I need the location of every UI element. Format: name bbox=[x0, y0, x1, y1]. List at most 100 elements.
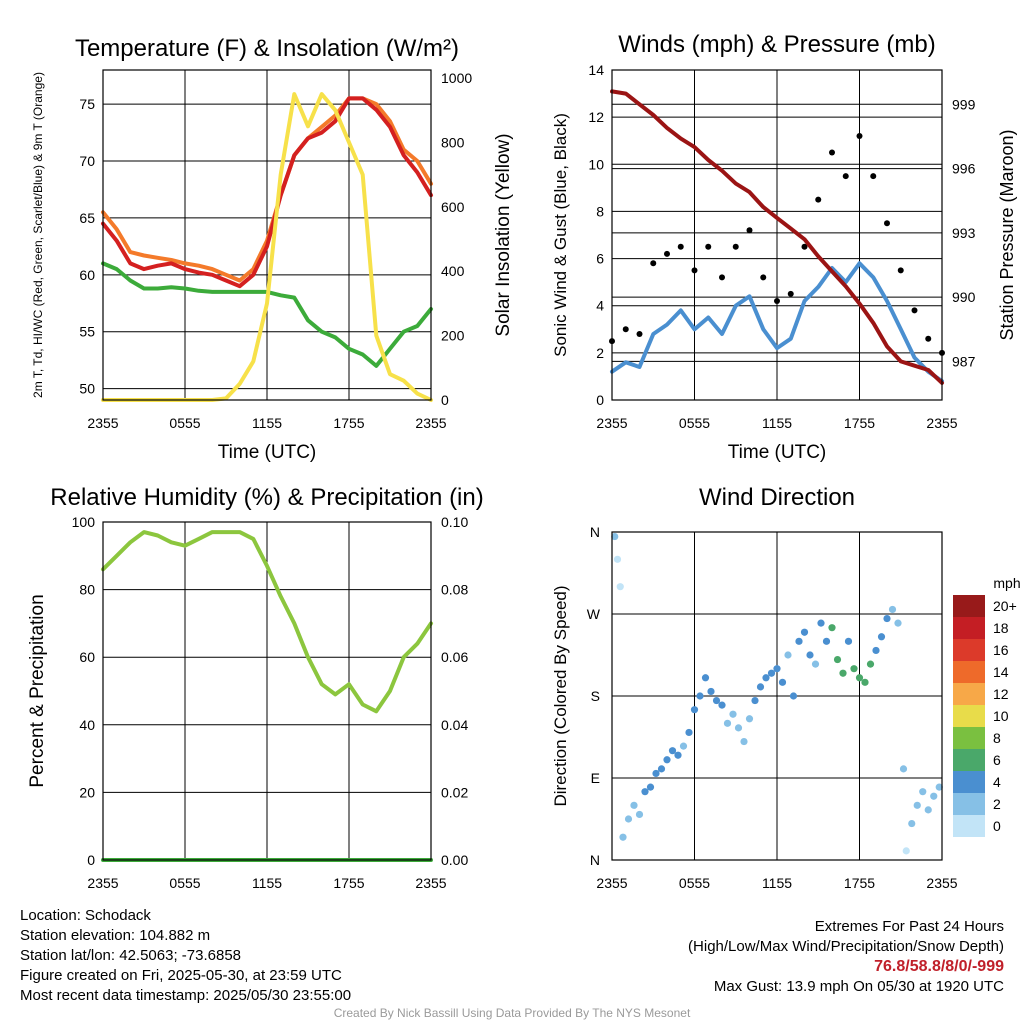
x-tick-label: 2355 bbox=[415, 415, 446, 431]
gust-point bbox=[911, 307, 918, 314]
x-tick-label: 0555 bbox=[679, 875, 710, 891]
direction-point bbox=[908, 819, 916, 828]
y-tick-label: N bbox=[590, 524, 600, 540]
gust-point bbox=[884, 220, 890, 227]
colorbar-swatch bbox=[953, 639, 985, 661]
series-line-wind bbox=[610, 261, 944, 384]
colorbar-unit: mph bbox=[993, 575, 1020, 591]
gust-point bbox=[870, 173, 877, 180]
direction-point bbox=[817, 619, 825, 627]
gust-point bbox=[897, 267, 904, 274]
direction-point bbox=[729, 710, 737, 718]
x-tick-label: 2355 bbox=[596, 415, 627, 431]
direction-point bbox=[657, 765, 666, 773]
y-tick-label: 0 bbox=[596, 392, 604, 408]
direction-point bbox=[723, 719, 732, 727]
x-tick-label: 0555 bbox=[679, 415, 710, 431]
direction-point bbox=[888, 605, 897, 614]
x-tick-label: 2355 bbox=[87, 875, 118, 891]
speed-colorbar: mph 0 2 4 6 8 10 12 14 16 18 20+ bbox=[953, 575, 1021, 837]
figure-created: Figure created on Fri, 2025-05-30, at 23… bbox=[20, 967, 342, 984]
gust-point bbox=[774, 298, 780, 304]
gust-point bbox=[829, 149, 835, 156]
x-tick-label: 1155 bbox=[252, 875, 282, 891]
gust-point bbox=[801, 243, 808, 250]
colorbar-swatch bbox=[953, 683, 985, 705]
y-tick-label: 40 bbox=[79, 717, 95, 733]
y-tick-label: 80 bbox=[79, 582, 95, 598]
y2-axis-label: Station Pressure (Maroon) bbox=[997, 129, 1017, 340]
colorbar-label: 4 bbox=[993, 774, 1001, 790]
chart-panel-3: Relative Humidity (%) & Precipitation (i… bbox=[27, 484, 484, 891]
direction-point bbox=[913, 801, 921, 809]
y2-tick-label: 0 bbox=[441, 392, 449, 408]
y-tick-label: E bbox=[591, 770, 600, 786]
y-tick-label: 65 bbox=[79, 210, 95, 226]
colorbar-swatch bbox=[953, 705, 985, 727]
extremes-values: 76.8/58.8/8/0/-999 bbox=[874, 958, 1004, 975]
x-tick-label: 0555 bbox=[169, 415, 200, 431]
x-tick-label: 1755 bbox=[844, 415, 875, 431]
y-tick-label: 2 bbox=[596, 345, 604, 361]
y-tick-label: 60 bbox=[79, 649, 95, 665]
direction-point bbox=[839, 669, 847, 677]
y2-tick-label: 993 bbox=[952, 225, 976, 241]
gust-point bbox=[705, 243, 712, 250]
direction-point bbox=[850, 665, 858, 673]
series-line-rh bbox=[101, 530, 433, 714]
y2-tick-label: 0.00 bbox=[441, 852, 468, 868]
station-elevation: Station elevation: 104.882 m bbox=[20, 927, 211, 944]
x-tick-label: 1755 bbox=[844, 875, 875, 891]
x-tick-label: 1155 bbox=[762, 875, 792, 891]
direction-point bbox=[630, 801, 638, 809]
x-tick-label: 1755 bbox=[333, 875, 364, 891]
colorbar-swatch bbox=[953, 595, 985, 617]
direction-point bbox=[740, 737, 748, 746]
colorbar-label: 20+ bbox=[993, 598, 1017, 614]
direction-point bbox=[855, 674, 864, 682]
x-tick-label: 2355 bbox=[415, 875, 446, 891]
plot-frame bbox=[611, 531, 943, 861]
direction-point bbox=[833, 655, 842, 664]
chart-title: Temperature (F) & Insolation (W/m²) bbox=[75, 35, 459, 62]
colorbar-label: 16 bbox=[993, 642, 1009, 658]
y2-tick-label: 800 bbox=[441, 134, 465, 150]
colorbar-swatch bbox=[953, 749, 985, 771]
x-tick-label: 2355 bbox=[926, 875, 957, 891]
extremes-subtitle: (High/Low/Max Wind/Precipitation/Snow De… bbox=[688, 938, 1004, 955]
direction-point bbox=[663, 756, 671, 764]
direction-point bbox=[701, 674, 710, 682]
colorbar-label: 12 bbox=[993, 686, 1009, 702]
x-tick-label: 2355 bbox=[926, 415, 957, 431]
y-tick-label: N bbox=[590, 852, 600, 868]
direction-point bbox=[822, 637, 831, 645]
gust-point bbox=[677, 243, 684, 250]
direction-point bbox=[624, 815, 633, 823]
y-tick-label: 70 bbox=[79, 153, 95, 169]
direction-point bbox=[718, 701, 726, 709]
y2-tick-label: 990 bbox=[952, 289, 976, 305]
direction-point bbox=[894, 619, 902, 627]
direction-point bbox=[828, 624, 836, 632]
direction-point bbox=[646, 783, 655, 791]
y-axis-label: Direction (Colored By Speed) bbox=[551, 585, 570, 806]
gust-point bbox=[925, 335, 932, 342]
station-info: Location: Schodack Station elevation: 10… bbox=[20, 906, 351, 1006]
y-tick-label: 12 bbox=[588, 109, 604, 125]
gust-point bbox=[746, 227, 753, 234]
x-axis-label: Time (UTC) bbox=[218, 442, 317, 463]
y2-tick-label: 0.08 bbox=[441, 582, 468, 598]
plot-frame bbox=[102, 69, 432, 401]
chart-panel-1: Temperature (F) & Insolation (W/m²) 2355 0… bbox=[31, 35, 514, 463]
colorbar-label: 18 bbox=[993, 620, 1009, 636]
colorbar-label: 0 bbox=[993, 818, 1001, 834]
direction-point bbox=[690, 706, 699, 714]
gust-point bbox=[787, 290, 794, 297]
extremes-info: Extremes For Past 24 Hours (High/Low/Max… bbox=[688, 917, 1004, 997]
direction-point bbox=[668, 747, 677, 755]
y2-tick-label: 600 bbox=[441, 199, 465, 215]
gust-point bbox=[664, 250, 670, 257]
direction-point bbox=[734, 724, 743, 732]
plot-frame bbox=[611, 69, 943, 401]
